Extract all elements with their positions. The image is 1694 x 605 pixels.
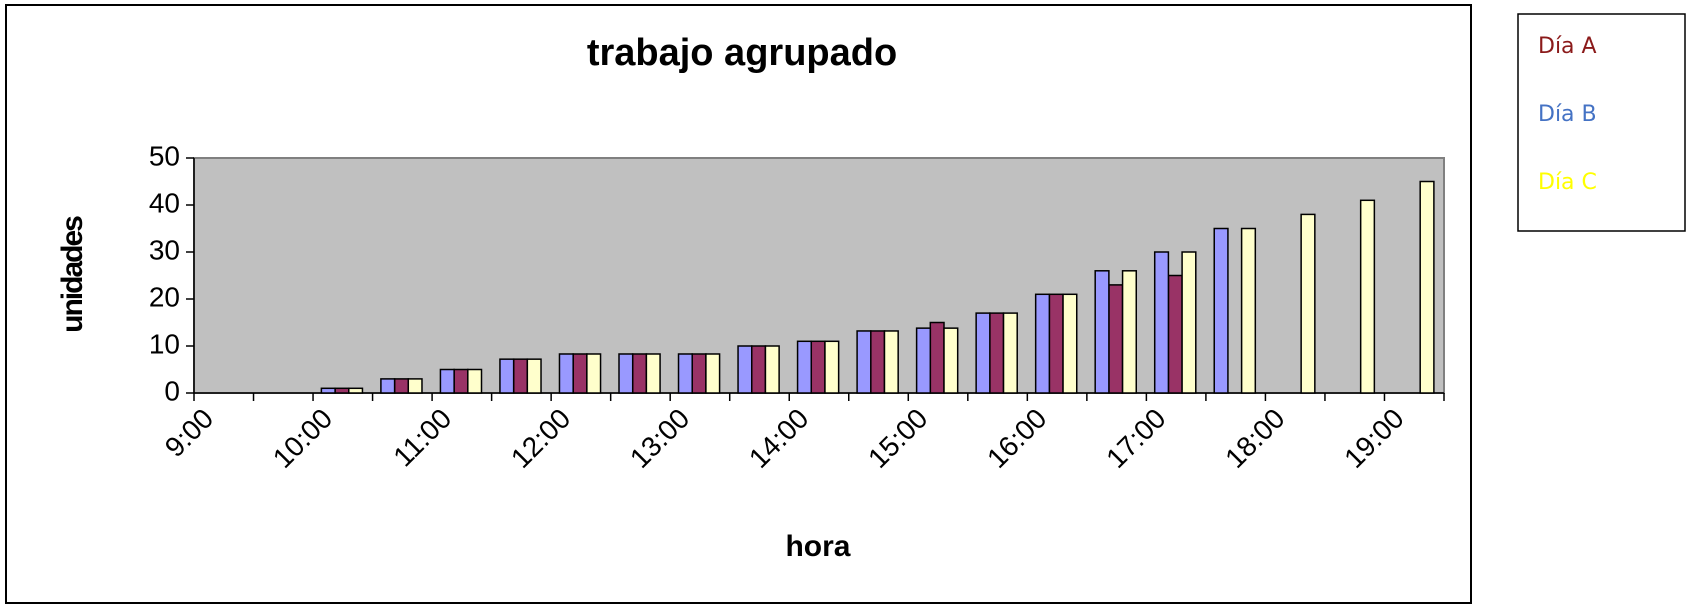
bar <box>453 368 469 394</box>
bar <box>1108 284 1124 394</box>
bar <box>1034 293 1051 394</box>
bar <box>1359 199 1376 394</box>
bar <box>631 353 648 394</box>
bar <box>1153 251 1170 394</box>
bar <box>856 330 872 394</box>
legend-label: Día A <box>1538 34 1597 59</box>
bar <box>915 327 932 394</box>
y-tick-label: 0 <box>164 375 180 406</box>
bar <box>1121 270 1138 394</box>
bar <box>989 312 1005 394</box>
legend-label: Día B <box>1538 102 1597 127</box>
bar <box>824 340 840 394</box>
bar <box>1181 251 1197 394</box>
bar <box>586 353 602 394</box>
y-tick-label: 10 <box>149 328 180 359</box>
bar <box>526 358 542 394</box>
bar <box>929 321 945 394</box>
legend-box <box>1517 13 1686 232</box>
bar <box>348 387 364 394</box>
bar <box>737 345 753 394</box>
bar <box>1002 312 1018 394</box>
bar <box>1048 293 1064 394</box>
chart-title: trabajo agrupado <box>587 32 897 74</box>
bar <box>1167 274 1183 394</box>
bar <box>467 368 483 394</box>
bar <box>393 378 410 394</box>
bar <box>512 358 529 394</box>
bar <box>691 353 707 394</box>
bar <box>677 353 693 394</box>
bar <box>380 378 396 394</box>
bar <box>1213 227 1229 394</box>
bar <box>883 330 899 394</box>
bar <box>407 378 423 394</box>
bar <box>320 387 336 394</box>
bar <box>796 340 813 394</box>
bar <box>705 353 721 394</box>
bar <box>1094 270 1110 394</box>
bar <box>810 340 826 394</box>
bar <box>870 330 886 394</box>
bar <box>334 387 350 394</box>
bar <box>1062 293 1078 394</box>
y-tick-label: 40 <box>149 187 180 218</box>
bar <box>1300 213 1316 394</box>
bar <box>1240 227 1257 394</box>
y-tick-label: 20 <box>149 281 180 312</box>
bar <box>572 353 588 394</box>
bar <box>645 353 661 394</box>
bar <box>499 358 515 394</box>
bar <box>750 345 767 394</box>
x-axis-label: hora <box>785 530 850 563</box>
bar <box>943 327 959 394</box>
y-axis-label: unidades <box>56 216 89 333</box>
y-tick-label: 50 <box>149 140 180 171</box>
bar <box>439 368 455 394</box>
legend-label: Día C <box>1538 170 1597 195</box>
y-tick-label: 30 <box>149 234 180 265</box>
bar <box>618 353 634 394</box>
bar <box>975 312 991 394</box>
bar <box>1419 180 1435 394</box>
bar <box>558 353 574 394</box>
bar <box>764 345 780 394</box>
